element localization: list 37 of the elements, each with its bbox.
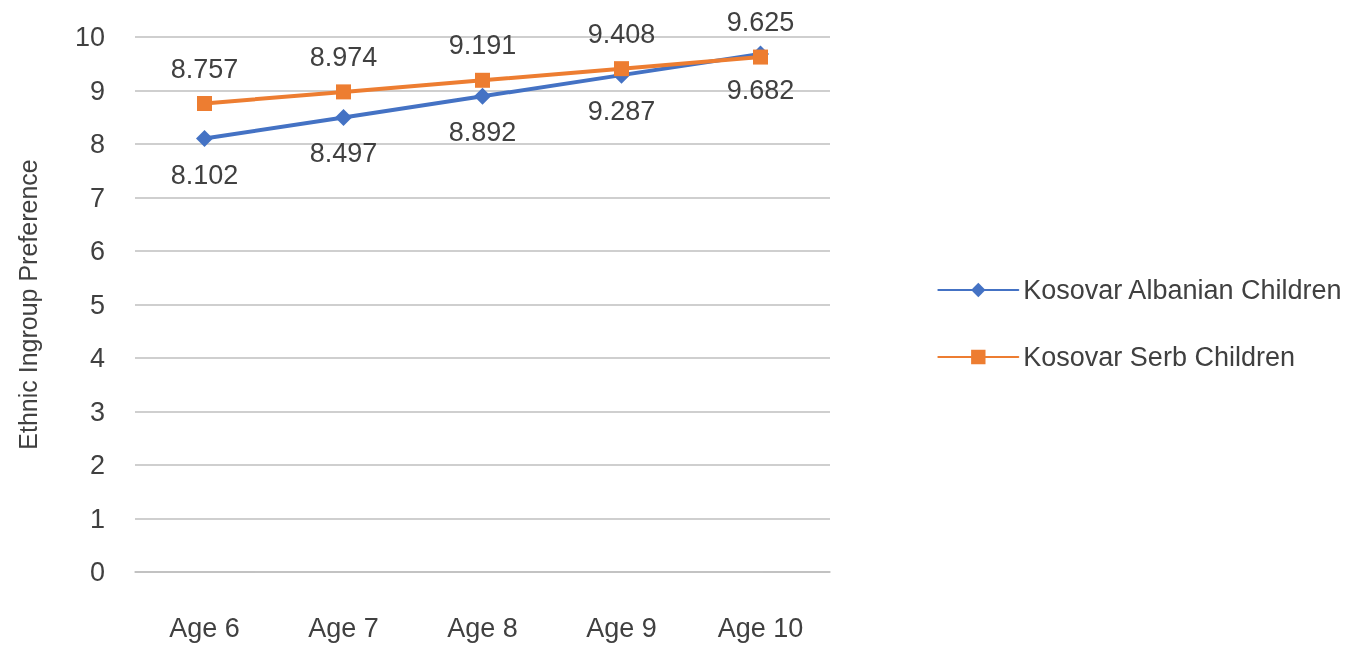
legend-label: Kosovar Serb Children [1023,342,1295,372]
y-tick-label: 2 [89,450,105,480]
point [196,130,213,148]
point [475,72,490,88]
point [335,108,352,126]
data-label: 9.625 [726,7,795,38]
data-label: 9.191 [448,30,517,61]
data-label: 8.757 [170,53,239,84]
y-tick-label: 5 [89,289,105,320]
y-tick-label: 4 [89,343,105,373]
y-tick-label: 7 [89,182,105,213]
data-label: 9.287 [587,96,656,127]
data-label: 9.408 [587,18,656,49]
x-tick-label: Age 10 [717,612,804,643]
y-tick-label: 6 [89,236,105,266]
x-tick-label: Age 7 [308,612,379,643]
y-tick-label: 8 [89,129,105,159]
data-label: 8.497 [309,138,378,169]
x-tick-label: Age 6 [169,612,240,643]
point [474,87,491,105]
x-tick-label: Age 9 [586,612,657,643]
y-tick-label: 0 [89,557,105,587]
point [614,61,629,77]
y-axis-title: Ethnic Ingroup Preference [13,159,42,450]
data-label: 9.682 [726,75,795,106]
data-label: 8.102 [170,159,239,190]
y-tick-label: 1 [89,503,105,534]
data-label: 8.974 [309,41,378,72]
y-tick-label: 3 [89,396,105,427]
legend-label: Kosovar Albanian Children [1023,275,1342,305]
data-label: 8.892 [448,117,517,148]
point [197,96,212,111]
y-tick-label: 10 [74,22,105,52]
point [753,49,768,65]
x-tick-label: Age 8 [447,612,518,643]
y-tick-label: 9 [89,75,105,106]
point [336,84,351,100]
